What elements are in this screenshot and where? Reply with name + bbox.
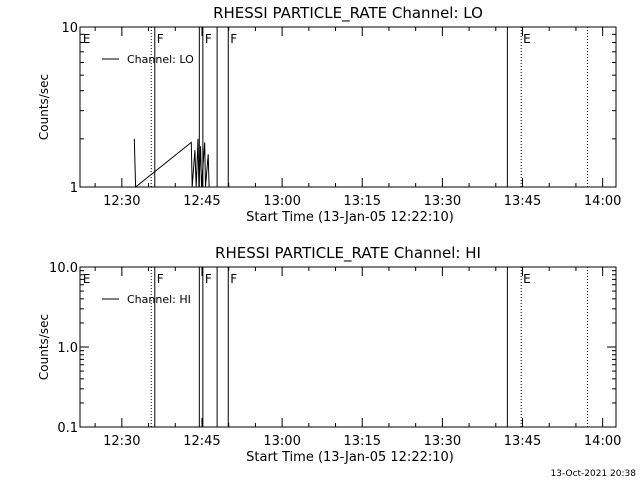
x-tick-label: 12:45	[183, 194, 220, 209]
x-tick-label: 13:45	[504, 194, 541, 209]
y-tick-label: 0.1	[57, 421, 78, 436]
x-tick-label: 13:30	[424, 434, 461, 449]
event-flag: F	[157, 272, 164, 286]
event-flag: E	[523, 32, 531, 46]
event-flag: E	[83, 32, 91, 46]
legend-entry: Channel: HI	[127, 293, 191, 306]
chart-title: RHESSI PARTICLE_RATE Channel: LO	[213, 4, 483, 23]
event-flag: F	[157, 32, 164, 46]
x-tick-label: 12:30	[103, 194, 140, 209]
plot-frame	[80, 267, 616, 427]
chart-panel-1: RHESSI PARTICLE_RATE Channel: LO 12:30 12:…	[37, 4, 621, 225]
legend: Channel: LO	[102, 53, 194, 66]
event-flag: E	[523, 272, 531, 286]
x-axis-label: Start Time (13-Jan-05 12:22:10)	[246, 450, 454, 465]
x-tick-label: 12:30	[103, 434, 140, 449]
x-axis-label: Start Time (13-Jan-05 12:22:10)	[246, 210, 454, 225]
event-flag: F	[205, 272, 212, 286]
y-axis-label: Counts/sec	[37, 314, 51, 380]
x-tick-label: 13:30	[424, 194, 461, 209]
event-flag: F	[205, 32, 212, 46]
x-tick-label: 13:00	[263, 194, 300, 209]
generation-timestamp: 13-Oct-2021 20:38	[551, 469, 637, 479]
y-tick-label: 10	[61, 21, 78, 36]
x-tick-label: 12:45	[183, 434, 220, 449]
legend: Channel: HI	[102, 293, 191, 306]
x-tick-label: 14:00	[584, 434, 621, 449]
x-tick-label: 14:00	[584, 194, 621, 209]
data-series-line	[134, 139, 209, 187]
x-tick-label: 13:00	[263, 434, 300, 449]
x-tick-label: 13:15	[344, 434, 381, 449]
chart-panel-2: RHESSI PARTICLE_RATE Channel: HI 12:30 12:…	[37, 244, 621, 465]
plot-frame	[80, 27, 616, 187]
x-tick-label: 13:15	[344, 194, 381, 209]
event-flag: F	[230, 272, 237, 286]
event-flag: F	[230, 32, 237, 46]
x-tick-label: 13:45	[504, 434, 541, 449]
y-axis-label: Counts/sec	[37, 74, 51, 140]
chart-title: RHESSI PARTICLE_RATE Channel: HI	[215, 244, 481, 263]
y-tick-label: 1	[70, 181, 78, 196]
y-tick-label: 1.0	[57, 341, 78, 356]
y-tick-label: 10.0	[49, 261, 78, 276]
event-flag: E	[83, 272, 91, 286]
legend-entry: Channel: LO	[127, 53, 194, 66]
